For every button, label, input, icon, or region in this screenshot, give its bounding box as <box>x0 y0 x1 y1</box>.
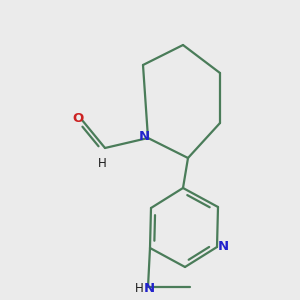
Text: N: N <box>218 240 229 253</box>
Text: N: N <box>143 282 155 295</box>
Text: N: N <box>139 130 150 143</box>
Text: H: H <box>135 282 144 295</box>
Text: H: H <box>98 157 107 170</box>
Text: O: O <box>73 112 84 125</box>
